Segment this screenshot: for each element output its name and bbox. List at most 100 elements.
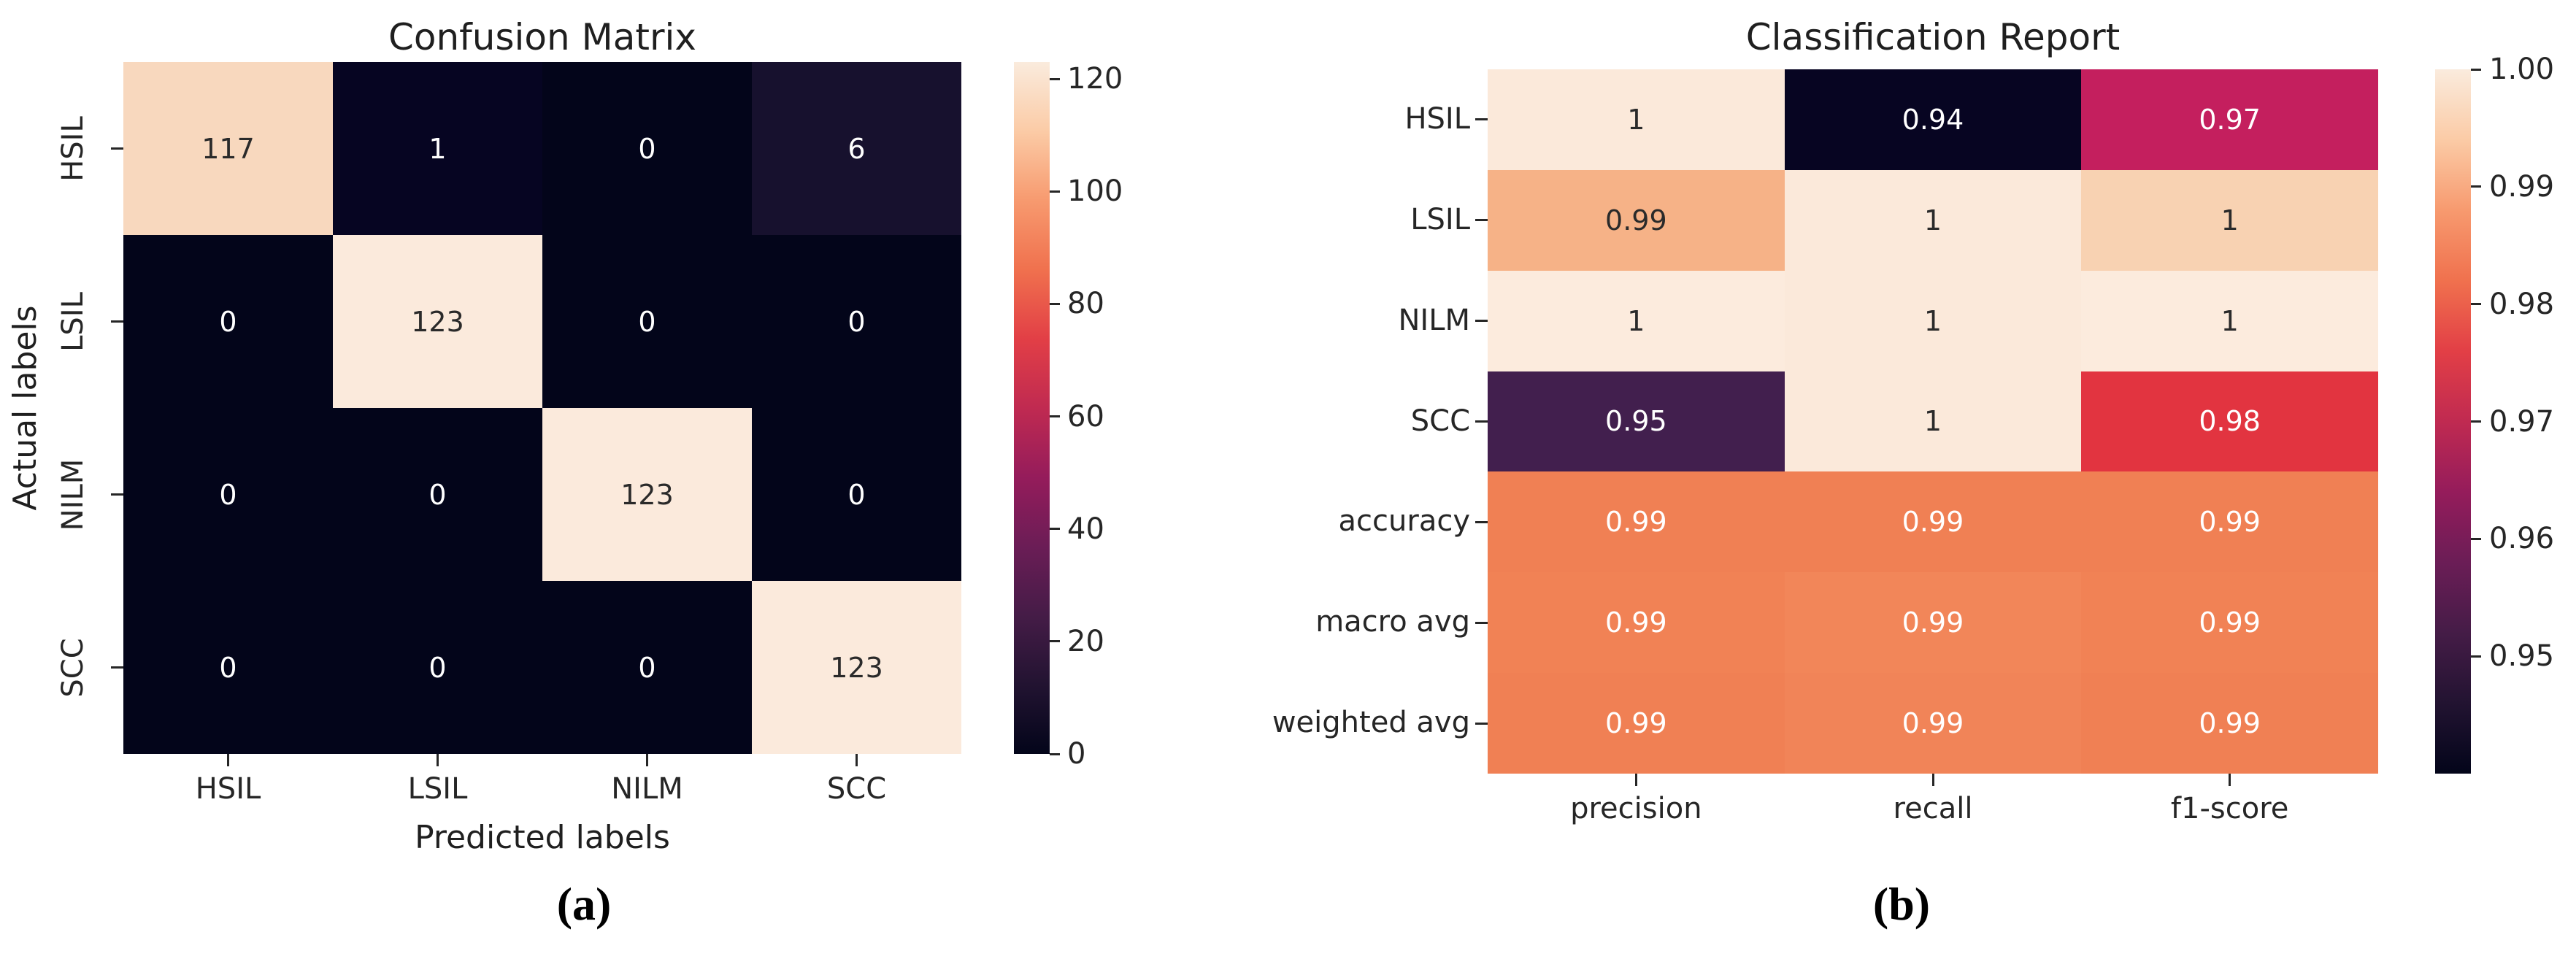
x-tick-label: HSIL (195, 772, 261, 806)
heatmap-cell: 117 (123, 62, 333, 235)
colorbar-tick-mark (1050, 640, 1060, 643)
y-tick-label: SCC (56, 637, 90, 698)
x-tick-mark (1634, 774, 1637, 786)
heatmap-cell: 0.99 (1784, 673, 2082, 774)
heatmap-cell: 0.99 (2081, 572, 2378, 674)
heatmap-cell: 1 (333, 62, 542, 235)
colorbar-tick-mark (2471, 185, 2481, 188)
heatmap-cell: 0.99 (1488, 471, 1785, 573)
heatmap-cell: 0 (542, 62, 752, 235)
colorbar-tick-mark (2471, 655, 2481, 658)
heatmap-cell: 0.99 (1784, 572, 2082, 674)
y-tick-mark (1475, 722, 1488, 725)
y-tick-mark (1475, 320, 1488, 323)
x-tick-mark (1931, 774, 1934, 786)
heatmap-cell: 0 (123, 235, 333, 408)
heatmap-cell: 0 (542, 235, 752, 408)
heatmap-cell: 0.99 (1488, 169, 1785, 271)
colorbar-tick-label: 0.96 (2489, 522, 2555, 556)
colorbar-tick-label: 0.98 (2489, 287, 2555, 321)
x-tick-label: LSIL (407, 772, 468, 806)
colorbar-tick-label: 80 (1067, 287, 1104, 321)
y-tick-mark (1475, 420, 1488, 423)
colorbar-tick-mark (1050, 190, 1060, 193)
caption-a: (a) (556, 878, 612, 930)
y-tick-label: macro avg (1315, 605, 1470, 639)
y-tick-mark (1475, 219, 1488, 222)
colorbar-tick-mark (2471, 303, 2481, 306)
colorbar-tick-label: 1.00 (2489, 53, 2555, 86)
heatmap-cell: 0.94 (1784, 69, 2082, 170)
heatmap-cell: 1 (1488, 270, 1785, 371)
x-tick-label: precision (1570, 792, 1702, 825)
x-tick-label: SCC (826, 772, 887, 806)
x-axis-label-predicted: Predicted labels (415, 819, 670, 856)
heatmap-cell: 0.99 (2081, 471, 2378, 573)
x-tick-mark (227, 754, 229, 766)
colorbar-tick-label: 0 (1067, 737, 1086, 771)
y-tick-label: accuracy (1338, 504, 1470, 539)
colorbar-tick-label: 20 (1067, 624, 1104, 658)
colorbar-tick-mark (2471, 68, 2481, 71)
heatmap-cell: 0 (752, 408, 961, 581)
y-tick-mark (111, 666, 123, 669)
colorbar-tick-label: 120 (1067, 62, 1123, 96)
colorbar-tick-label: 60 (1067, 399, 1104, 434)
heatmap-cell: 0 (752, 235, 961, 408)
y-tick-mark (111, 320, 123, 323)
confusion-colorbar-gradient (1014, 62, 1050, 754)
heatmap-cell: 0.95 (1488, 371, 1785, 472)
colorbar-tick-mark (1050, 302, 1060, 305)
x-tick-mark (437, 754, 439, 766)
x-tick-label: f1-score (2170, 792, 2289, 825)
colorbar-tick-label: 40 (1067, 512, 1104, 546)
colorbar-tick-mark (1050, 752, 1060, 755)
classification-report-title: Classification Report (1745, 16, 2121, 58)
confusion-matrix-title: Confusion Matrix (388, 16, 697, 58)
heatmap-cell: 1 (2081, 169, 2378, 271)
heatmap-cell: 0.99 (1488, 572, 1785, 674)
heatmap-cell: 0.99 (1488, 673, 1785, 774)
heatmap-cell: 0 (123, 581, 333, 754)
heatmap-cell: 1 (1784, 270, 2082, 371)
heatmap-cell: 0 (333, 581, 542, 754)
colorbar-tick-label: 0.99 (2489, 169, 2555, 204)
x-tick-mark (2229, 774, 2231, 786)
x-tick-mark (646, 754, 648, 766)
colorbar-tick-mark (1050, 528, 1060, 531)
y-tick-label: NILM (1398, 303, 1470, 337)
heatmap-cell: 0 (333, 408, 542, 581)
heatmap-cell: 0.99 (1784, 471, 2082, 573)
x-tick-label: recall (1893, 792, 1973, 825)
heatmap-cell: 6 (752, 62, 961, 235)
y-tick-label: NILM (56, 458, 90, 531)
heatmap-cell: 0.97 (2081, 69, 2378, 170)
y-tick-mark (1475, 520, 1488, 523)
y-tick-label: HSIL (56, 115, 90, 182)
y-tick-label: LSIL (1410, 202, 1470, 236)
y-tick-mark (1475, 118, 1488, 121)
colorbar-tick-mark (1050, 415, 1060, 418)
colorbar-tick-label: 100 (1067, 174, 1123, 209)
heatmap-cell: 123 (752, 581, 961, 754)
heatmap-cell: 0 (542, 581, 752, 754)
caption-b: (b) (1872, 878, 1931, 930)
heatmap-cell: 0.99 (2081, 673, 2378, 774)
colorbar-tick-mark (2471, 420, 2481, 423)
heatmap-cell: 0 (123, 408, 333, 581)
heatmap-cell: 1 (1784, 371, 2082, 472)
heatmap-cell: 1 (1488, 69, 1785, 170)
heatmap-cell: 0.98 (2081, 371, 2378, 472)
y-tick-mark (1475, 621, 1488, 624)
x-tick-label: NILM (611, 772, 683, 806)
heatmap-cell: 123 (542, 408, 752, 581)
y-axis-label-actual: Actual labels (6, 305, 44, 511)
report-colorbar-gradient (2435, 69, 2471, 774)
colorbar-tick-mark (2471, 537, 2481, 540)
colorbar-tick-label: 0.95 (2489, 639, 2555, 674)
y-tick-mark (111, 147, 123, 150)
heatmap-cell: 1 (2081, 270, 2378, 371)
x-tick-mark (856, 754, 858, 766)
y-tick-label: LSIL (56, 291, 90, 352)
